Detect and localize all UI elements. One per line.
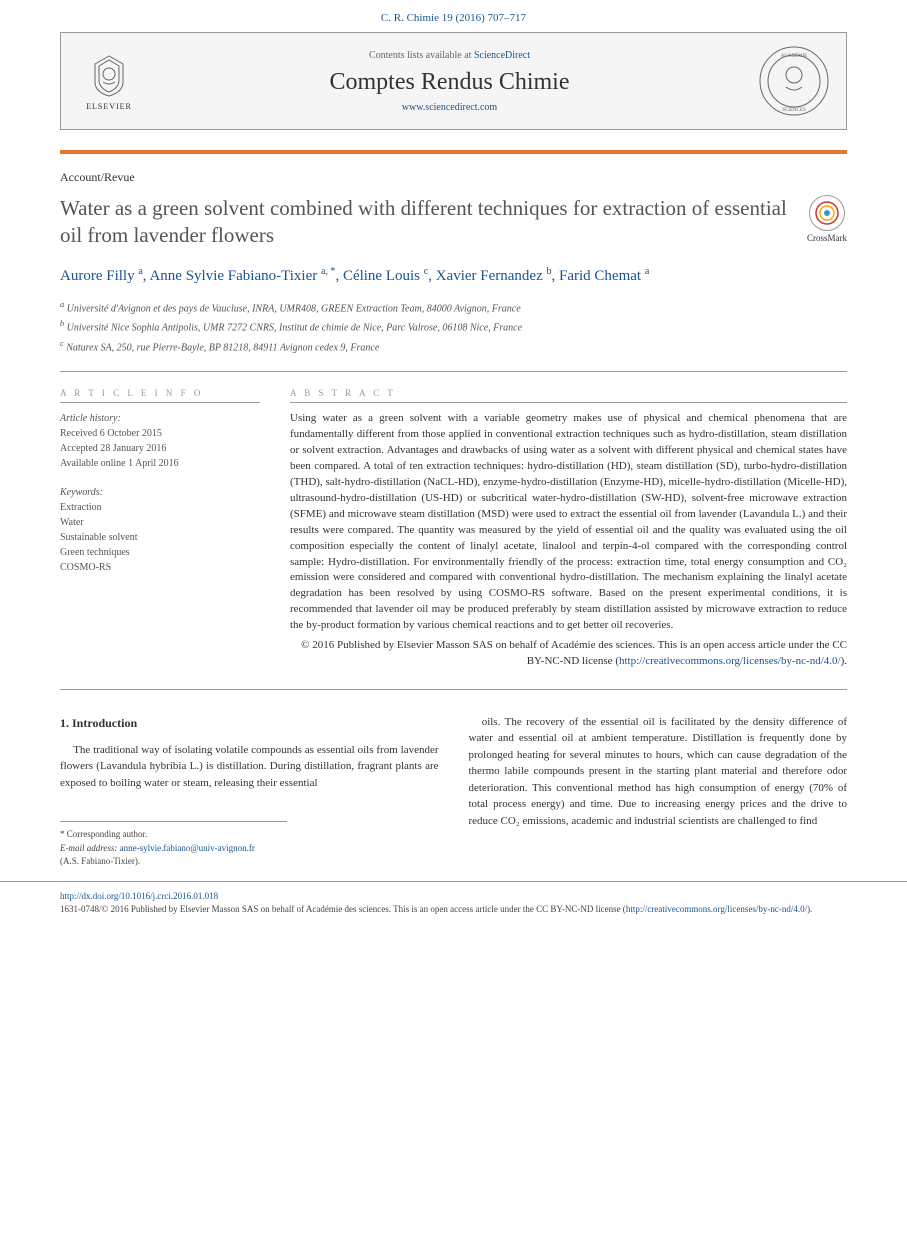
intro-para-2: oils. The recovery of the essential oil … [469, 714, 848, 830]
crossmark-badge[interactable]: CrossMark [807, 195, 847, 243]
history-label: Article history: [60, 411, 260, 426]
main-content: Account/Revue Water as a green solvent c… [0, 170, 907, 869]
elsevier-text: ELSEVIER [86, 102, 132, 111]
crossmark-label: CrossMark [807, 233, 847, 243]
sciencedirect-link[interactable]: ScienceDirect [474, 50, 530, 61]
received-date: Received 6 October 2015 [60, 426, 260, 441]
keyword: Water [60, 515, 260, 530]
footer-close: ). [807, 904, 812, 914]
keywords-list: ExtractionWaterSustainable solventGreen … [60, 500, 260, 575]
keyword: Extraction [60, 500, 260, 515]
affiliation-line: b Université Nice Sophia Antipolis, UMR … [60, 318, 847, 335]
article-title: Water as a green solvent combined with d… [60, 195, 787, 250]
abstract-heading: A B S T R A C T [290, 388, 847, 403]
corresponding-name: (A.S. Fabiano-Tixier). [60, 855, 439, 869]
divider [60, 371, 847, 372]
abstract-text: Using water as a green solvent with a va… [290, 411, 847, 634]
corresponding-label: * Corresponding author. [60, 828, 439, 842]
page-footer: http://dx.doi.org/10.1016/j.crci.2016.01… [0, 881, 907, 935]
journal-name: Comptes Rendus Chimie [141, 69, 758, 96]
corresponding-author: * Corresponding author. E-mail address: … [60, 828, 439, 869]
body-columns: 1. Introduction The traditional way of i… [60, 714, 847, 869]
doi-link[interactable]: http://dx.doi.org/10.1016/j.crci.2016.01… [60, 890, 847, 903]
divider [60, 689, 847, 690]
online-date: Available online 1 April 2016 [60, 456, 260, 471]
banner-left: ELSEVIER [77, 49, 141, 113]
affiliation-line: c Naturex SA, 250, rue Pierre-Bayle, BP … [60, 338, 847, 355]
journal-url[interactable]: www.sciencedirect.com [141, 102, 758, 113]
journal-banner: ELSEVIER Contents lists available at Sci… [60, 32, 847, 130]
society-seal: ACADÉMIE SCIENCES [758, 45, 830, 117]
contents-line: Contents lists available at ScienceDirec… [141, 50, 758, 61]
corresponding-divider [60, 821, 287, 822]
elsevier-logo: ELSEVIER [77, 49, 141, 113]
title-row: Water as a green solvent combined with d… [60, 195, 847, 250]
footer-license-link[interactable]: http://creativecommons.org/licenses/by-n… [626, 904, 807, 914]
header-citation: C. R. Chimie 19 (2016) 707–717 [0, 0, 907, 32]
intro-para-1: The traditional way of isolating volatil… [60, 742, 439, 792]
svg-text:ACADÉMIE: ACADÉMIE [781, 53, 807, 59]
license-link[interactable]: http://creativecommons.org/licenses/by-n… [619, 655, 841, 667]
article-info-heading: A R T I C L E I N F O [60, 388, 260, 403]
affiliations: a Université d'Avignon et des pays de Va… [60, 299, 847, 355]
keyword: COSMO-RS [60, 560, 260, 575]
article-info-column: A R T I C L E I N F O Article history: R… [60, 388, 260, 669]
footer-text: 1631-0748/© 2016 Published by Elsevier M… [60, 904, 626, 914]
email-label: E-mail address: [60, 843, 120, 853]
contents-prefix: Contents lists available at [369, 50, 474, 61]
svg-text:SCIENCES: SCIENCES [782, 108, 806, 113]
body-column-right: oils. The recovery of the essential oil … [469, 714, 848, 869]
abstract-column: A B S T R A C T Using water as a green s… [290, 388, 847, 669]
keywords-label: Keywords: [60, 485, 260, 500]
abstract-license: © 2016 Published by Elsevier Masson SAS … [290, 638, 847, 669]
footer-license: 1631-0748/© 2016 Published by Elsevier M… [60, 903, 847, 916]
corresponding-email[interactable]: anne-sylvie.fabiano@univ-avignon.fr [120, 843, 255, 853]
affiliation-line: a Université d'Avignon et des pays de Va… [60, 299, 847, 316]
body-column-left: 1. Introduction The traditional way of i… [60, 714, 439, 869]
keyword: Green techniques [60, 545, 260, 560]
keyword: Sustainable solvent [60, 530, 260, 545]
info-abstract-row: A R T I C L E I N F O Article history: R… [60, 388, 847, 669]
accepted-date: Accepted 28 January 2016 [60, 441, 260, 456]
crossmark-icon [809, 195, 845, 231]
authors: Aurore Filly a, Anne Sylvie Fabiano-Tixi… [60, 264, 847, 288]
license-close: ). [841, 655, 847, 667]
intro-heading: 1. Introduction [60, 714, 439, 732]
banner-center: Contents lists available at ScienceDirec… [141, 50, 758, 113]
article-type: Account/Revue [60, 170, 847, 185]
orange-accent-bar [60, 150, 847, 154]
